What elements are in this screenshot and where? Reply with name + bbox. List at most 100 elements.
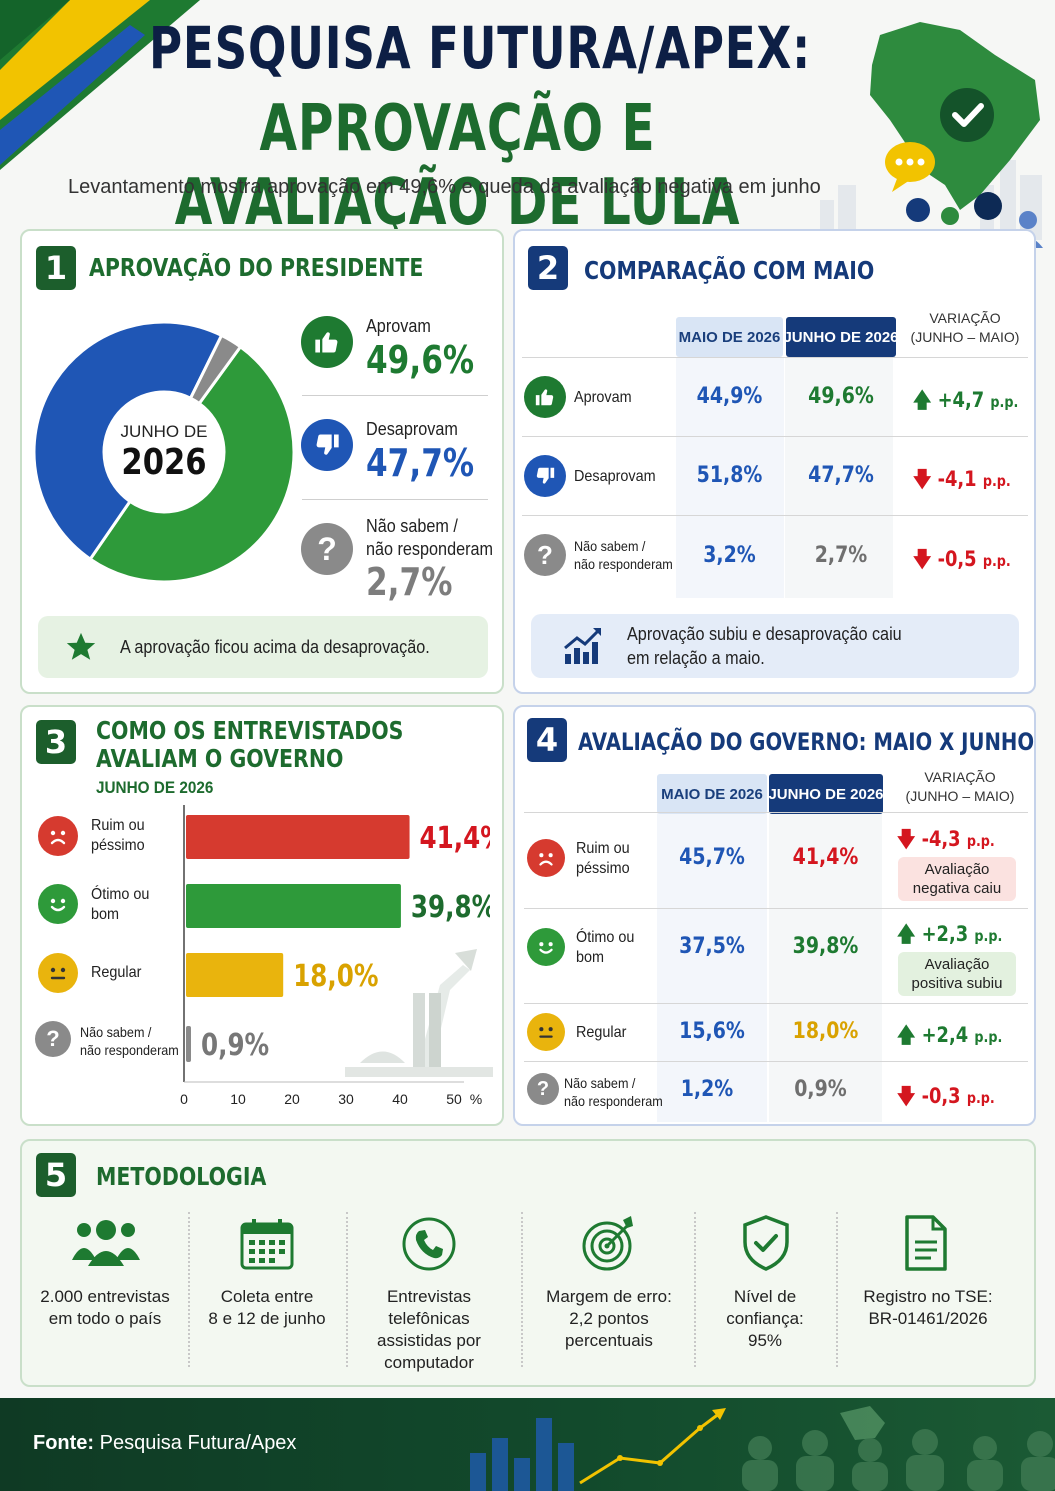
arrow-down-icon: 🡇 (897, 827, 916, 851)
row-unknown-label-1: Não sabem / (574, 538, 646, 554)
method-confidence: Nível de confiança: 95% (700, 1286, 830, 1352)
panel-5-title: METODOLOGIA (96, 1162, 267, 1191)
eval-row-good-label-1: Ótimo ou (576, 929, 635, 946)
trend-chart-icon (564, 628, 601, 664)
variation-unit: p.p. (966, 1089, 995, 1107)
arrow-up-icon: 🡅 (913, 388, 932, 412)
method-registration: Registro no TSE: BR-01461/2026 (850, 1286, 1006, 1330)
donut-center-line-2: 2026 (121, 442, 207, 483)
variation-unit: p.p. (974, 927, 1003, 945)
col-header-variation-2: (JUNHO – MAIO) (910, 329, 1020, 345)
x-tick-label: 30 (338, 1091, 354, 1107)
legend-unknown-label: Não sabem / (366, 516, 458, 536)
footer-source-label: Fonte: (33, 1432, 95, 1454)
eval-row-good-june: 39,8% (792, 934, 859, 959)
bar-label-unknown-2: não responderam (80, 1042, 179, 1058)
x-tick-label: 0 (180, 1091, 188, 1107)
variation-value: -0,5 (937, 547, 977, 571)
variation-unit: p.p. (990, 393, 1019, 411)
eval-tag-positive-2: positiva subiu (911, 975, 1003, 992)
col-header-may: MAIO DE 2026 (676, 317, 783, 357)
method-phone-3: assistidas por (377, 1331, 481, 1350)
method-phone: Entrevistas telefônicas assistidas por c… (354, 1286, 504, 1374)
variation-unit: p.p. (982, 552, 1011, 570)
col-header-variation-2: (JUNHO – MAIO) (905, 788, 1015, 804)
legend-disapprove-label: Desaprovam (366, 419, 458, 439)
question-icon: ? (524, 534, 566, 576)
row-disapprove-label: Desaprovam (574, 468, 656, 485)
row-disapprove-june: 47,7% (808, 463, 874, 488)
bar-good (186, 884, 401, 928)
row-approve-june: 49,6% (808, 384, 874, 409)
eval-row-regular-june: 18,0% (792, 1019, 859, 1044)
bar-label-unknown-1: Não sabem / (80, 1024, 152, 1040)
arrow-down-icon: 🡇 (897, 1084, 916, 1108)
x-tick-label: 20 (284, 1091, 300, 1107)
june-column-background (769, 812, 882, 1122)
eval-row-unknown-label: Não sabem / não responderam (564, 1074, 663, 1110)
donut-center-line-1: JUNHO DE (120, 422, 208, 441)
col-header-variation-1: VARIAÇÃO (924, 769, 996, 785)
question-icon: ? (35, 1021, 71, 1057)
method-phone-4: computador (384, 1353, 474, 1372)
variation-value: -4,1 (937, 467, 977, 491)
document-icon (905, 1215, 947, 1271)
panel-5-number: 5 (36, 1153, 76, 1197)
panel-2-number: 2 (528, 246, 568, 290)
method-interviews: 2.000 entrevistas em todo o país (30, 1286, 180, 1330)
thumbs-down-icon (301, 419, 353, 471)
eval-row-unknown-label-2: não responderam (564, 1093, 663, 1109)
table-divider (522, 515, 1028, 516)
panel-3-number: 3 (36, 720, 76, 764)
bar-label-bad-2: péssimo (91, 837, 145, 854)
title-line-2: APROVAÇÃO E AVALIAÇÃO DE LULA (174, 92, 741, 240)
method-registration-1: Registro no TSE: (863, 1287, 993, 1306)
method-margin-3: percentuais (565, 1331, 653, 1350)
table-divider (524, 1003, 1028, 1004)
method-phone-1: Entrevistas (386, 1287, 472, 1306)
footer-source-value: Pesquisa Futura/Apex (99, 1432, 297, 1454)
eval-tag-negative-2: negativa caiu (912, 880, 1002, 897)
row-approve-variation: 🡅 +4,7 p.p. (913, 386, 1018, 421)
col-header-june: JUNHO DE 2026 (783, 317, 899, 357)
variation-value: +4,7 (937, 388, 985, 412)
row-unknown-label: Não sabem / não responderam (574, 537, 673, 573)
panel-4-number: 4 (527, 718, 567, 762)
eval-row-unknown-label-1: Não sabem / (564, 1075, 636, 1091)
legend-unknown-value: 2,7% (366, 560, 453, 604)
donut-center-label: JUNHO DE 2026 (105, 422, 223, 483)
bar-label-unknown: Não sabem / não responderam (80, 1023, 179, 1059)
eval-row-regular-may: 15,6% (679, 1019, 745, 1044)
bar-label-good: Ótimo ou bom (91, 885, 149, 925)
bar-label-good-1: Ótimo ou (91, 886, 150, 903)
legend-approve-value: 49,6% (366, 338, 475, 382)
table-divider (524, 908, 1028, 909)
bar-label-good-2: bom (91, 906, 120, 923)
happy-face-icon (38, 884, 78, 924)
thumbs-down-icon (524, 455, 566, 497)
footer-source: Fonte: Pesquisa Futura/Apex (33, 1432, 296, 1455)
method-separator (346, 1212, 348, 1367)
thumbs-up-icon (524, 376, 566, 418)
approval-note: A aprovação ficou acima da desaprovação. (38, 616, 488, 678)
table-divider (522, 357, 1028, 358)
june-column-background (785, 358, 893, 598)
method-separator (521, 1212, 523, 1367)
thumbs-up-icon (301, 316, 353, 368)
arrow-up-icon: 🡅 (897, 1023, 916, 1047)
may-column-background (676, 358, 784, 598)
sad-face-icon (527, 839, 565, 877)
phone-icon (402, 1217, 456, 1271)
table-divider (524, 812, 1028, 813)
donut-hole (104, 392, 224, 512)
evaluation-bar-chart: 41,4% 39,8% 18,0% 0,9% 0 10 20 30 40 50% (180, 805, 490, 1107)
eval-tag-positive-1: Avaliação (924, 956, 990, 973)
x-axis-unit: % (470, 1091, 482, 1107)
variation-value: +2,3 (921, 922, 969, 946)
capitol-building-illustration (345, 949, 493, 1077)
row-approve-label: Aprovam (574, 389, 632, 406)
variation-unit: p.p. (974, 1028, 1003, 1046)
variation-value: -0,3 (921, 1084, 961, 1108)
method-registration-2: BR-01461/2026 (868, 1309, 988, 1328)
col-header-june: JUNHO DE 2026 (768, 774, 884, 814)
